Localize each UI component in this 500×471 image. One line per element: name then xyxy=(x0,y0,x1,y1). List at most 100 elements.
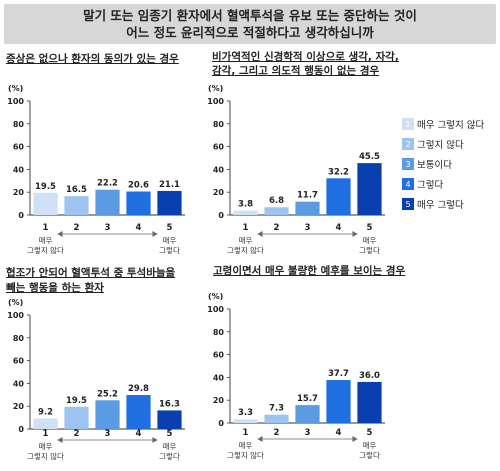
question-line-1: 말기 또는 임종기 환자에서 혈액투석을 유보 또는 중단하는 것이 xyxy=(83,8,417,23)
chart-panel-4: (%) 0 20 40 60 80 100 3.3 7.3 15.7 37.7 36.0 xyxy=(207,292,385,428)
legend-swatch: 5 xyxy=(402,198,414,210)
question-header: 말기 또는 임종기 환자에서 혈액투석을 유보 또는 중단하는 것이 어느 정도… xyxy=(4,4,496,44)
bar-value-label: 3.8 xyxy=(238,200,253,210)
chart-panel-1: (%) 0 20 40 60 80 100 19.5 16.5 22.2 20.6 21.1 xyxy=(7,84,185,220)
legend-swatch: 4 xyxy=(402,178,414,190)
y-tick-label: 20 xyxy=(213,396,225,405)
x-tick-label: 1 xyxy=(43,429,49,439)
legend-label: 매우 그렇다 xyxy=(417,200,464,211)
y-tick-label: 80 xyxy=(13,334,25,343)
bar-4 xyxy=(326,380,351,423)
x-end-label: 그렇다 xyxy=(159,245,180,255)
bar-value-label: 19.5 xyxy=(35,182,56,192)
bar-5 xyxy=(157,190,182,215)
x-tick-label: 3 xyxy=(305,428,311,438)
panel-3-title: 협조가 안되어 혈액투석 중 투석바늘을 빼는 행동을 하는 환자 xyxy=(6,266,175,296)
bar-4 xyxy=(126,191,151,215)
y-tick-label: 0 xyxy=(218,211,224,220)
x-tick-label: 4 xyxy=(136,223,142,233)
bar-1 xyxy=(33,192,58,215)
y-tick-label: 100 xyxy=(7,97,24,106)
legend-swatch: 3 xyxy=(402,158,414,170)
bar-2 xyxy=(64,406,89,429)
bar-5 xyxy=(357,163,382,215)
bar-value-label: 25.2 xyxy=(97,389,118,399)
x-end-label: 그렇다 xyxy=(159,451,180,461)
x-end-label: 그렇지 않다 xyxy=(27,451,64,461)
bar-2 xyxy=(264,414,289,423)
bar-3 xyxy=(95,189,120,215)
chart-panel-3: (%) 0 20 40 60 80 100 9.2 19.5 25.2 29.8 16.3 xyxy=(7,298,185,434)
bar-3 xyxy=(95,400,120,429)
bar-value-label: 7.3 xyxy=(269,404,284,414)
y-tick-label: 40 xyxy=(13,379,25,388)
arrow-right-icon xyxy=(352,231,358,237)
x-tick-label: 5 xyxy=(167,429,173,439)
y-unit-label: (%) xyxy=(208,292,223,301)
x-tick-label: 4 xyxy=(336,428,342,438)
bar-value-label: 20.6 xyxy=(128,181,149,191)
x-end-label: 매우 xyxy=(239,441,253,450)
legend-label: 그렇지 않다 xyxy=(417,140,464,151)
arrow-left-icon xyxy=(57,437,63,443)
y-tick-label: 100 xyxy=(207,97,224,106)
x-tick-label: 2 xyxy=(74,223,80,233)
legend: 1 매우 그렇지 않다 2 그렇지 않다 3 보통이다 4 그렇다 5 매우 그렇다 xyxy=(402,116,484,216)
arrow-right-icon xyxy=(352,436,358,442)
x-tick-label: 1 xyxy=(243,428,249,438)
x-tick-label: 5 xyxy=(167,223,173,233)
x-tick-label: 4 xyxy=(336,223,342,233)
bar-4 xyxy=(126,395,151,429)
legend-item-3: 3 보통이다 xyxy=(402,156,484,172)
x-end-label: 매우 xyxy=(39,236,53,245)
panel-4-title-text: 고령이면서 매우 불량한 예후를 보이는 경우 xyxy=(213,265,406,277)
y-tick-label: 40 xyxy=(13,165,25,174)
bar-value-label: 16.5 xyxy=(66,185,87,195)
bar-value-label: 45.5 xyxy=(359,152,380,162)
x-end-label: 그렇지 않다 xyxy=(27,245,64,255)
panel-2-title: 비가역적인 신경학적 이상으로 생각, 자각, 감각, 그리고 의도적 행동이 … xyxy=(212,50,399,78)
bar-value-label: 6.8 xyxy=(269,196,284,206)
x-tick-label: 1 xyxy=(243,223,249,233)
x-end-label: 매우 xyxy=(39,442,53,451)
legend-item-1: 1 매우 그렇지 않다 xyxy=(402,116,484,132)
arrow-right-icon xyxy=(152,231,158,237)
x-end-label: 매우 xyxy=(163,236,177,245)
x-tick-label: 2 xyxy=(74,429,80,439)
bar-3 xyxy=(295,405,320,423)
legend-item-5: 5 매우 그렇다 xyxy=(402,196,484,212)
bar-value-label: 19.5 xyxy=(66,396,87,406)
x-end-label: 그렇다 xyxy=(359,245,380,255)
y-unit-label: (%) xyxy=(8,298,23,307)
bar-value-label: 9.2 xyxy=(38,408,53,418)
bar-5 xyxy=(357,381,382,423)
x-tick-label: 3 xyxy=(305,223,311,233)
x-tick-label: 2 xyxy=(274,223,280,233)
bar-4 xyxy=(326,178,351,215)
y-tick-label: 80 xyxy=(213,120,225,129)
y-tick-label: 0 xyxy=(18,211,24,220)
y-tick-label: 100 xyxy=(207,305,224,314)
x-tick-label: 5 xyxy=(367,223,373,233)
y-tick-label: 0 xyxy=(18,425,24,434)
x-end-label: 매우 xyxy=(363,441,377,450)
bar-value-label: 32.2 xyxy=(328,167,349,177)
panel-1-title-text: 증상은 없으나 환자의 동의가 있는 경우 xyxy=(6,53,179,65)
legend-label: 보통이다 xyxy=(417,160,452,171)
bar-2 xyxy=(64,196,89,215)
x-end-label: 매우 xyxy=(363,236,377,245)
bar-1 xyxy=(233,419,258,423)
x-tick-label: 2 xyxy=(274,428,280,438)
x-tick-label: 5 xyxy=(367,428,373,438)
bar-5 xyxy=(157,410,182,429)
panel-2-title-line-1: 비가역적인 신경학적 이상으로 생각, 자각, xyxy=(212,51,399,63)
x-end-label: 그렇지 않다 xyxy=(227,245,264,255)
bar-value-label: 37.7 xyxy=(328,369,349,379)
bar-value-label: 3.3 xyxy=(238,408,253,418)
legend-label: 그렇다 xyxy=(417,180,444,191)
y-tick-label: 100 xyxy=(7,311,24,320)
panel-1-title: 증상은 없으나 환자의 동의가 있는 경우 xyxy=(6,52,179,67)
